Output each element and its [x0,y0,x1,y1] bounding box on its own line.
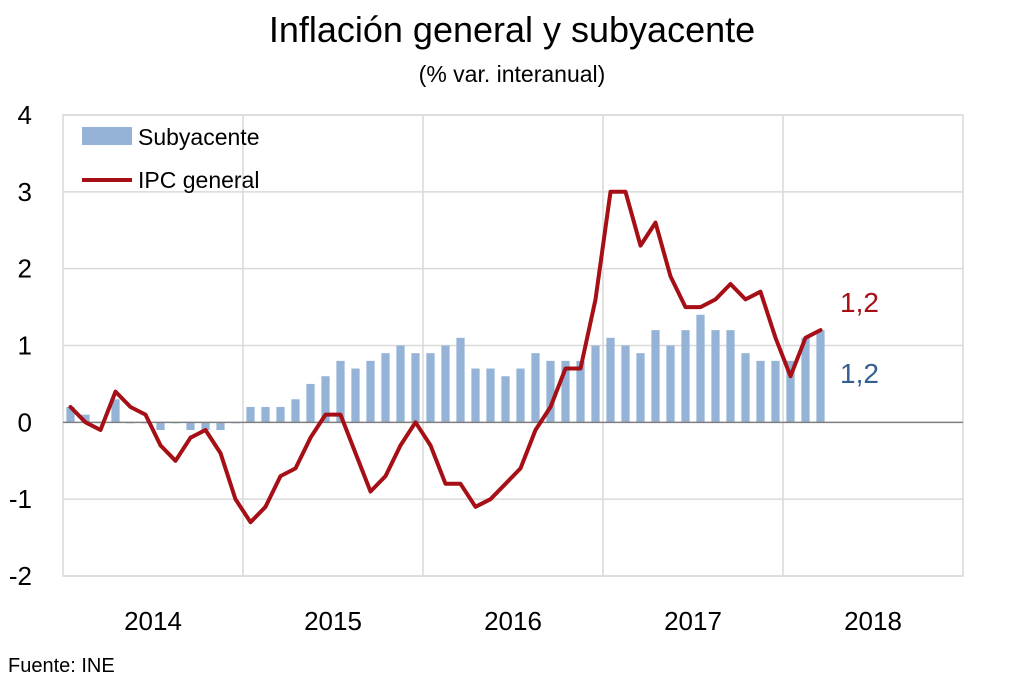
bar [156,422,165,431]
bar [276,406,285,423]
y-tick-label: -1 [9,484,32,514]
legend-label-subyacente: Subyacente [138,124,259,150]
bar [711,330,720,423]
bar [786,360,795,423]
axis-layer: -2 -1 0 1 2 3 4 2014 2015 2016 2017 2018 [9,100,902,636]
bar [516,368,525,423]
y-tick-label: 1 [18,331,32,361]
bar [531,353,540,423]
bar [816,330,825,423]
bar [561,360,570,423]
bar [471,368,480,423]
bar [756,360,765,423]
bar [411,353,420,423]
bar [351,368,360,423]
end-label-subyacente: 1,2 [840,358,879,389]
bar [741,353,750,423]
bar [246,406,255,423]
x-tick-label: 2016 [484,606,542,636]
end-labels: 1,2 1,2 [840,287,879,389]
bar [336,360,345,423]
x-tick-label: 2015 [304,606,362,636]
x-tick-label: 2018 [844,606,902,636]
bar [366,360,375,423]
bar [576,360,585,423]
bar [621,345,630,423]
bar [216,422,225,431]
bar [201,422,210,431]
bar [606,337,615,423]
chart-subtitle: (% var. interanual) [418,61,606,87]
y-tick-label: 4 [18,100,32,130]
bar [726,330,735,423]
legend: Subyacente IPC general [82,124,259,193]
bar [666,345,675,423]
x-tick-label: 2014 [124,606,182,636]
source-note: Fuente: INE [8,655,115,677]
bar [801,337,810,423]
legend-label-ipc-general: IPC general [138,167,259,193]
bar [111,399,120,423]
ipc-general-line [68,189,823,525]
y-tick-label: 2 [18,254,32,284]
grid-layer [62,114,964,577]
bar [681,330,690,423]
plot-frame [62,114,964,577]
bar [591,345,600,423]
bar [66,406,75,423]
bar [456,337,465,423]
bar [546,360,555,423]
bar [441,345,450,423]
bar [186,422,195,431]
bar [696,314,705,423]
bar [501,376,510,423]
y-tick-label: 0 [18,407,32,437]
x-tick-label: 2017 [664,606,722,636]
bar [651,330,660,423]
y-tick-label: 3 [18,177,32,207]
bar [306,383,315,423]
bar [81,414,90,423]
bar [261,406,270,423]
bar [291,399,300,423]
bar [381,353,390,423]
bar [636,353,645,423]
y-tick-label: -2 [9,561,32,591]
bar [486,368,495,423]
chart-title: Inflación general y subyacente [268,9,756,50]
end-label-ipc-general: 1,2 [840,287,879,318]
legend-swatch-subyacente [82,127,132,145]
line-series [68,189,823,525]
bar [426,353,435,423]
bar [771,360,780,423]
bar-series [66,314,825,431]
bar [396,345,405,423]
bar [321,376,330,423]
